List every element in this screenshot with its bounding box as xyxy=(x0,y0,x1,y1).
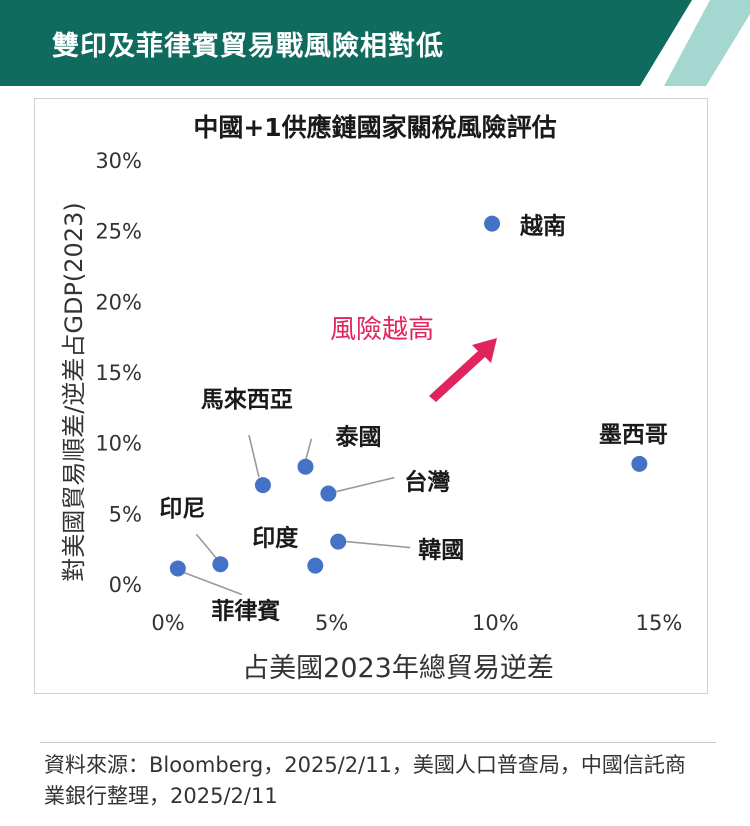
y-tick-label: 20% xyxy=(95,290,142,314)
data-point xyxy=(631,455,648,472)
leader-line xyxy=(248,434,260,478)
header-stripe xyxy=(664,0,750,86)
leader-line xyxy=(346,540,411,549)
data-point xyxy=(297,458,314,475)
risk-arrow xyxy=(429,338,497,402)
y-tick-labels: 0% 5% 10% 15% 20% 25% 30% xyxy=(95,149,142,597)
header-banner: 雙印及菲律賓貿易戰風險相對低 xyxy=(0,0,750,86)
data-points xyxy=(169,215,648,577)
y-tick-label: 30% xyxy=(95,149,142,173)
footer-divider xyxy=(40,742,716,743)
x-axis-label: 占美國2023年總貿易逆差 xyxy=(242,653,554,684)
data-point xyxy=(254,477,271,494)
y-axis-label: 對美國貿易順差/逆差占GDP(2023) xyxy=(60,202,88,581)
leader-lines xyxy=(183,434,411,596)
point-label: 墨西哥 xyxy=(599,422,668,448)
point-label: 馬來西亞 xyxy=(201,387,293,413)
chart-frame xyxy=(34,98,708,694)
source-note: 資料來源：Bloomberg，2025/2/11，美國人口普查局，中國信託商業銀… xyxy=(44,753,686,808)
chart-title: 中國+1供應鏈國家關稅風險評估 xyxy=(193,113,556,142)
point-label: 泰國 xyxy=(334,424,381,451)
x-tick-label: 10% xyxy=(472,611,519,635)
point-label: 越南 xyxy=(520,214,566,240)
point-label: 印度 xyxy=(252,525,299,552)
x-tick-label: 5% xyxy=(315,611,348,635)
page-title: 雙印及菲律賓貿易戰風險相對低 xyxy=(52,31,444,62)
leader-line xyxy=(195,533,217,559)
y-tick-label: 25% xyxy=(95,220,142,244)
header-background xyxy=(0,0,750,86)
leader-line xyxy=(183,571,243,596)
data-point xyxy=(169,560,186,577)
x-tick-labels: 0% 5% 10% 15% xyxy=(151,611,682,635)
data-point xyxy=(320,485,337,502)
point-label: 韓國 xyxy=(418,537,464,564)
point-label: 印尼 xyxy=(159,496,205,522)
x-tick-label: 0% xyxy=(151,611,184,635)
data-point xyxy=(484,215,501,232)
point-label: 菲律賓 xyxy=(211,597,280,624)
point-label: 台灣 xyxy=(404,469,450,496)
leader-line xyxy=(336,476,395,493)
y-tick-label: 15% xyxy=(95,361,142,385)
data-point xyxy=(212,556,229,573)
header-fill xyxy=(0,0,692,86)
leader-line xyxy=(304,438,313,461)
scatter-chart: 中國+1供應鏈國家關稅風險評估 對美國貿易順差/逆差占GDP(2023) 占美國… xyxy=(60,113,682,684)
data-point xyxy=(307,557,324,574)
y-tick-label: 10% xyxy=(95,432,142,456)
y-tick-label: 0% xyxy=(109,573,142,597)
x-tick-label: 15% xyxy=(636,611,683,635)
risk-annotation: 風險越高 xyxy=(330,315,497,402)
y-tick-label: 5% xyxy=(109,502,142,526)
risk-annotation-text: 風險越高 xyxy=(330,315,434,345)
data-point xyxy=(330,533,347,550)
